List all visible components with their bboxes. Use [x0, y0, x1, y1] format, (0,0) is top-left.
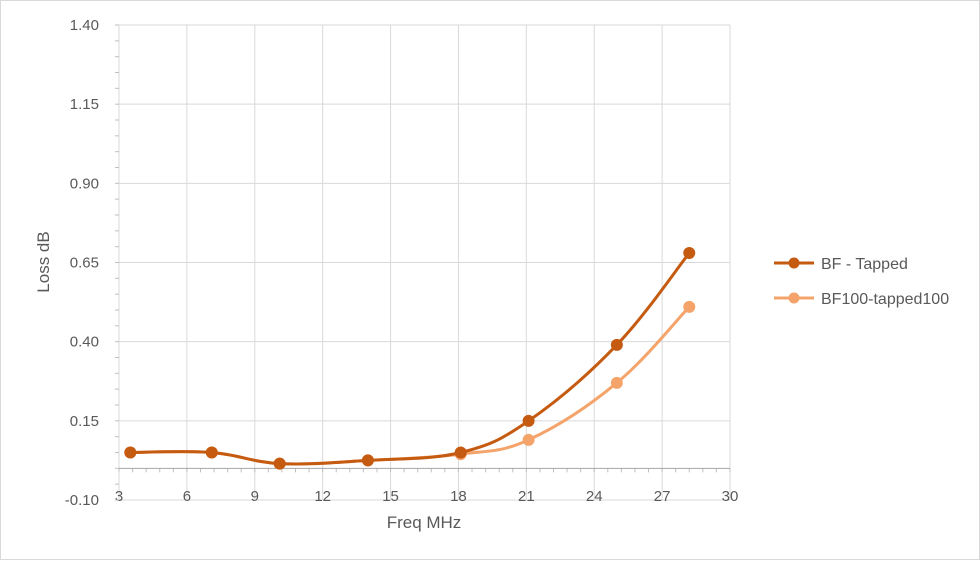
series-layer: [124, 247, 696, 470]
x-tick-label: 6: [183, 488, 191, 505]
y-axis-title: Loss dB: [34, 231, 53, 292]
y-tick-label: 0.90: [70, 175, 99, 192]
y-tick-label: 1.40: [70, 17, 99, 34]
data-point: [361, 454, 374, 467]
legend-item: BF - Tapped: [774, 256, 908, 273]
series-line: [128, 251, 691, 466]
data-point: [124, 446, 137, 459]
y-tick-label: 0.15: [70, 413, 99, 430]
legend: BF - Tapped BF100-tapped100: [774, 256, 949, 308]
data-point: [683, 300, 696, 313]
y-tick-label: 1.15: [70, 96, 99, 113]
x-tick-label: 18: [450, 488, 467, 505]
data-point: [273, 457, 286, 470]
series-1: [124, 300, 696, 470]
axes: 3 6 9 12 15 18 21 24 27 30 1.40 1.15 0.90 0.65 0.40 0.1…: [65, 17, 739, 509]
x-tick-label: 27: [654, 488, 671, 505]
data-point: [522, 433, 535, 446]
x-tick-label: 21: [518, 488, 535, 505]
series-0: [124, 247, 696, 470]
legend-swatch-marker: [788, 292, 800, 304]
data-point: [454, 446, 467, 459]
data-point: [205, 446, 218, 459]
x-tick-label: 9: [251, 488, 259, 505]
x-tick-label: 3: [115, 488, 123, 505]
data-point: [610, 376, 623, 389]
legend-item: BF100-tapped100: [774, 291, 949, 308]
legend-swatch-marker: [788, 257, 800, 269]
x-axis-title: Freq MHz: [387, 513, 462, 532]
data-point: [610, 338, 623, 351]
y-tick-label: -0.10: [65, 492, 99, 509]
legend-label: BF - Tapped: [821, 256, 908, 273]
x-tick-label: 30: [722, 488, 739, 505]
x-tick-label: 12: [314, 488, 331, 505]
gridlines: [118, 24, 731, 501]
x-tick-label: 24: [586, 488, 603, 505]
y-tick-label: 0.40: [70, 334, 99, 351]
data-point: [683, 247, 696, 259]
legend-label: BF100-tapped100: [821, 291, 949, 308]
x-tick-label: 15: [382, 488, 399, 505]
y-tick-label: 0.65: [70, 255, 99, 272]
data-point: [522, 414, 535, 427]
series-line: [128, 305, 691, 466]
